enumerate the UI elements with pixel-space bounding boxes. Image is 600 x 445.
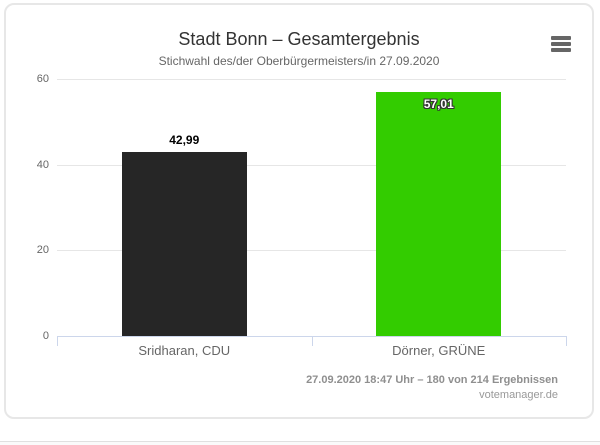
y-axis-label: 60 — [36, 73, 49, 85]
bar-sridharan-cdu[interactable] — [121, 151, 247, 336]
y-axis-label: 40 — [36, 158, 49, 171]
chart-footer: 27.09.2020 18:47 Uhr – 180 von 214 Ergeb… — [306, 373, 558, 403]
y-axis-label: 20 — [36, 244, 49, 257]
page-divider — [0, 441, 600, 442]
bar-d-rner-gr-ne[interactable] — [376, 91, 502, 336]
x-axis-tick — [311, 336, 313, 346]
gridline — [57, 79, 566, 80]
y-axis-label: 0 — [42, 330, 49, 342]
bar-value-label: 42,99 — [169, 132, 200, 147]
x-axis-label: Sridharan, CDU — [138, 343, 231, 358]
page-background-strip — [0, 442, 600, 445]
gridline — [57, 164, 566, 166]
gridline — [57, 250, 566, 252]
chart-context-menu-button[interactable] — [547, 33, 575, 57]
chart-card: Stadt Bonn – Gesamtergebnis Stichwahl de… — [4, 3, 594, 419]
chart-title: Stadt Bonn – Gesamtergebnis — [178, 29, 420, 49]
x-axis-label: Dörner, GRÜNE — [392, 343, 486, 358]
status-text: 27.09.2020 18:47 Uhr – 180 von 214 Ergeb… — [306, 374, 558, 386]
hamburger-menu-icon — [551, 36, 571, 52]
x-axis-tick — [57, 336, 58, 346]
chart-subtitle: Stichwahl des/der Oberbürgermeisters/in … — [158, 54, 440, 68]
credits-link[interactable]: votemanager.de — [479, 389, 558, 401]
x-axis-tick — [566, 336, 567, 346]
bar-value-label: 57,01 — [423, 96, 454, 111]
